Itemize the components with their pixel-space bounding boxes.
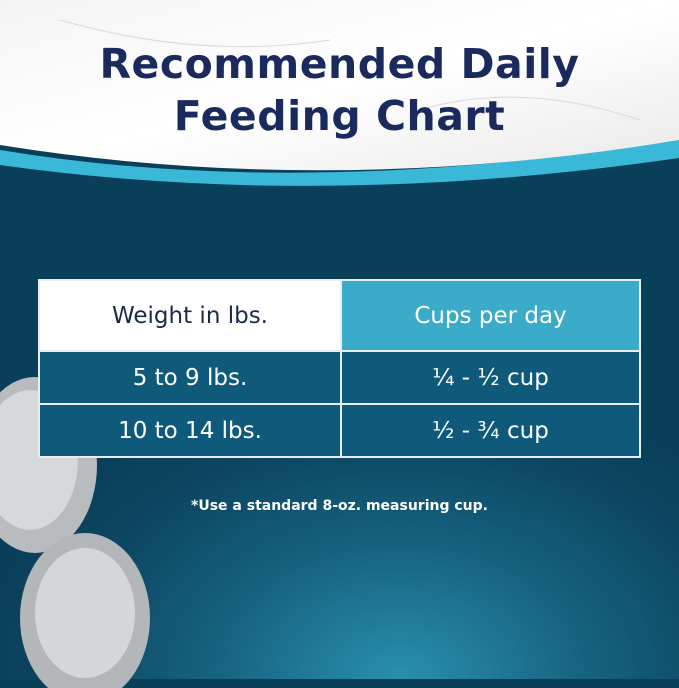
marble-header-background <box>0 0 679 186</box>
cell-cups: ¼ - ½ cup <box>340 350 641 405</box>
table-row: 5 to 9 lbs. ¼ - ½ cup <box>38 350 641 405</box>
cell-cups: ½ - ¾ cup <box>340 403 641 458</box>
header-cups: Cups per day <box>340 279 641 352</box>
cat-paw-image <box>20 533 150 688</box>
footnote: *Use a standard 8-oz. measuring cup. <box>191 498 488 514</box>
cell-weight: 5 to 9 lbs. <box>38 350 342 405</box>
cell-weight: 10 to 14 lbs. <box>38 403 342 458</box>
table-header-row: Weight in lbs. Cups per day <box>38 279 641 352</box>
feeding-table: Weight in lbs. Cups per day 5 to 9 lbs. … <box>38 279 641 458</box>
table-row: 10 to 14 lbs. ½ - ¾ cup <box>38 403 641 458</box>
header-weight: Weight in lbs. <box>38 279 342 352</box>
page-title: Recommended Daily Feeding Chart <box>99 40 580 140</box>
